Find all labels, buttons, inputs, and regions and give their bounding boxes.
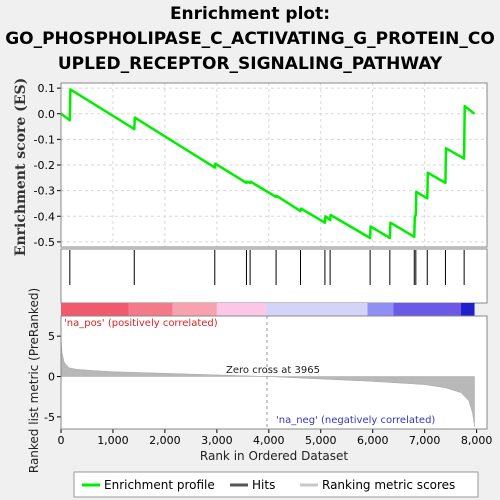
es-y-tick-label: -0.2: [34, 159, 55, 172]
metric-y-tick-label: -5: [44, 411, 55, 424]
x-tick-label: 0: [58, 434, 65, 447]
x-tick-label: 1,000: [97, 434, 129, 447]
ranking-bar-segment: [128, 303, 173, 316]
x-tick-label: 5,000: [305, 434, 337, 447]
x-tick-label: 2,000: [149, 434, 181, 447]
legend-label-ranking-metric-scores: Ranking metric scores: [322, 478, 455, 492]
x-tick-label: 3,000: [201, 434, 233, 447]
es-y-axis-label: Enrichment score (ES): [13, 78, 29, 256]
x-tick-label: 8,000: [461, 434, 493, 447]
es-y-tick-label: -0.5: [34, 236, 55, 249]
metric-panel-frame: [60, 315, 488, 430]
es-y-tick-label: -0.3: [34, 185, 55, 198]
x-tick-label: 7,000: [409, 434, 441, 447]
ranking-bar-segment: [61, 303, 129, 316]
x-tick-label: 6,000: [357, 434, 389, 447]
legend-box: [73, 471, 479, 498]
ranking-bar-segment: [461, 303, 475, 316]
positive-correlation-label: 'na_pos' (positively correlated): [64, 318, 218, 329]
hits-panel: [60, 248, 488, 304]
x-axis-label: Rank in Ordered Dataset: [200, 449, 348, 463]
plot-title-line-3: UPLED_RECEPTOR_SIGNALING_PATHWAY: [57, 54, 443, 74]
ranking-bar-segment: [367, 303, 394, 316]
plot-title-line-1: Enrichment plot:: [169, 4, 331, 24]
plot-title-line-2: GO_PHOSPHOLIPASE_C_ACTIVATING_G_PROTEIN_…: [5, 29, 495, 49]
ranking-bar-segment: [266, 303, 368, 316]
metric-y-axis-label: Ranked list metric (PreRanked): [27, 288, 41, 473]
ranking-bar-segment: [393, 303, 462, 316]
ranking-bar-segment: [216, 303, 267, 316]
metric-y-tick-label: 5: [48, 330, 55, 343]
metric-y-tick-label: 0: [48, 371, 55, 384]
negative-correlation-label: 'na_neg' (negatively correlated): [276, 415, 435, 426]
enrichment-profile-line: [60, 88, 476, 240]
zero-cross-label: Zero cross at 3965: [226, 365, 320, 376]
es-y-tick-label: -0.1: [34, 133, 55, 146]
es-y-tick-label: -0.4: [34, 210, 55, 223]
es-y-tick-label: 0.0: [38, 108, 56, 121]
x-tick-label: 4,000: [253, 434, 285, 447]
ranking-bar-segment: [172, 303, 217, 316]
es-y-tick-label: 0.1: [38, 82, 56, 95]
legend-label-hits: Hits: [252, 478, 275, 492]
legend-label-enrichment-profile: Enrichment profile: [104, 478, 215, 492]
es-panel-frame: [60, 82, 488, 248]
